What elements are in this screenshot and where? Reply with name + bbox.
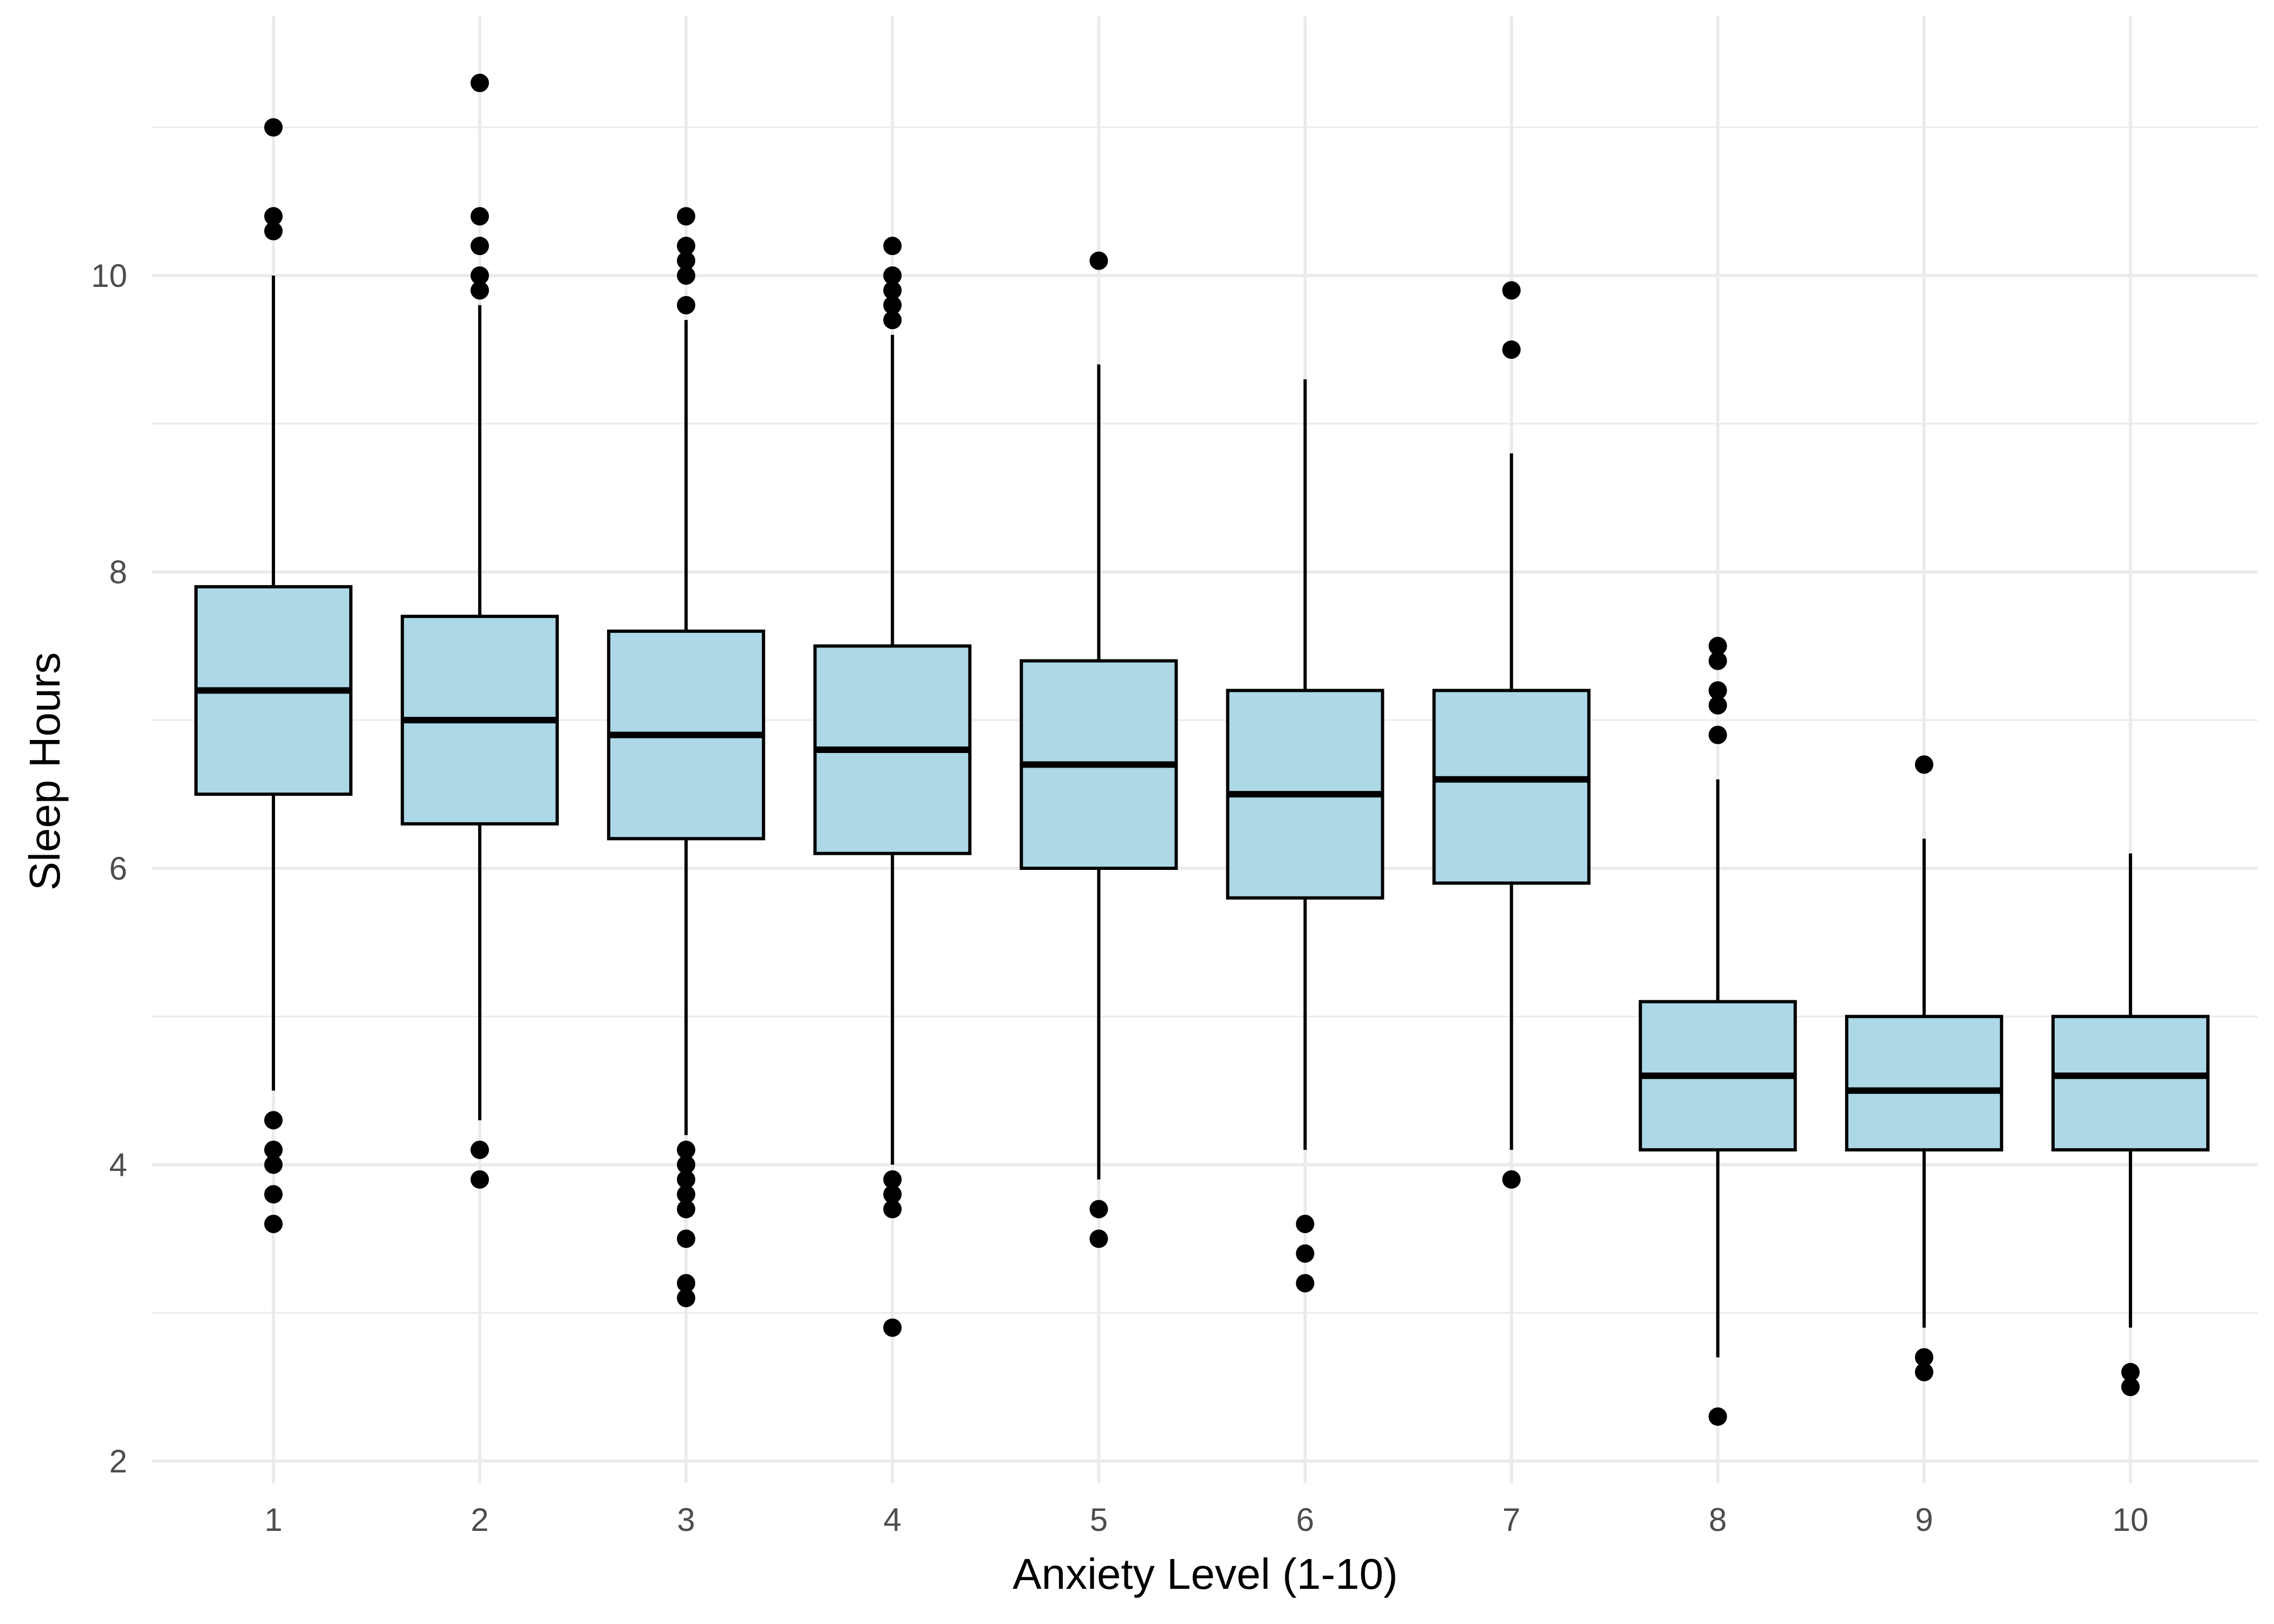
outlier-point — [1089, 1229, 1108, 1248]
box-iqr — [1432, 689, 1591, 885]
y-axis-title: Sleep Hours — [21, 652, 69, 890]
outlier-point — [677, 1200, 696, 1219]
box-group-10 — [2051, 853, 2210, 1397]
outlier-point — [1089, 1200, 1108, 1219]
outlier-point — [2121, 1378, 2140, 1397]
outlier-point — [677, 1170, 696, 1189]
x-tick-label: 7 — [1502, 1502, 1520, 1538]
outlier-point — [1296, 1274, 1315, 1293]
outlier-point — [264, 1141, 283, 1160]
outlier-point — [1502, 340, 1521, 359]
outlier-point — [471, 1141, 489, 1160]
outlier-point — [1296, 1214, 1315, 1233]
outlier-point — [883, 1318, 902, 1337]
x-tick-label: 8 — [1709, 1502, 1727, 1538]
outlier-point — [883, 266, 902, 285]
box-group-3 — [607, 207, 766, 1307]
outlier-point — [677, 266, 696, 285]
x-tick-label: 2 — [471, 1502, 488, 1538]
outlier-point — [1708, 725, 1727, 744]
outlier-point — [1296, 1244, 1315, 1263]
outlier-point — [264, 1185, 283, 1204]
box-iqr — [2051, 1014, 2210, 1152]
x-tick-label: 5 — [1090, 1502, 1108, 1538]
outlier-point — [677, 251, 696, 270]
outlier-point — [883, 1200, 902, 1219]
outlier-point — [264, 1155, 283, 1174]
outlier-point — [1502, 1170, 1521, 1189]
outlier-point — [677, 296, 696, 315]
outlier-point — [1708, 681, 1727, 700]
outlier-point — [677, 1229, 696, 1248]
outlier-point — [883, 281, 902, 300]
outlier-point — [1089, 251, 1108, 270]
outlier-point — [883, 296, 902, 315]
box-group-9 — [1845, 755, 2003, 1381]
outlier-point — [883, 237, 902, 256]
outlier-point — [264, 1214, 283, 1233]
outlier-point — [471, 237, 489, 256]
outlier-point — [677, 1288, 696, 1307]
outlier-point — [471, 1170, 489, 1189]
outlier-point — [471, 74, 489, 93]
box-group-2 — [401, 74, 559, 1189]
outlier-point — [264, 207, 283, 226]
y-tick-label: 6 — [109, 850, 127, 887]
outlier-point — [1914, 1348, 1933, 1367]
box-group-7 — [1432, 281, 1591, 1189]
outlier-point — [883, 1185, 902, 1204]
x-tick-label: 9 — [1915, 1502, 1933, 1538]
outlier-point — [1914, 1363, 1933, 1381]
box-group-8 — [1638, 637, 1797, 1426]
x-tick-label: 10 — [2113, 1502, 2149, 1538]
outlier-point — [471, 207, 489, 226]
outlier-point — [2121, 1363, 2140, 1381]
box-iqr — [1845, 1014, 2003, 1152]
box-group-6 — [1226, 379, 1384, 1293]
outlier-point — [677, 237, 696, 256]
outlier-point — [883, 311, 902, 330]
x-tick-label: 3 — [677, 1502, 695, 1538]
x-tick-label: 1 — [264, 1502, 282, 1538]
box-group-4 — [813, 237, 972, 1337]
outlier-point — [471, 266, 489, 285]
outlier-point — [471, 281, 489, 300]
x-tick-label: 6 — [1296, 1502, 1314, 1538]
outlier-point — [264, 221, 283, 240]
box-group-1 — [194, 118, 352, 1233]
outlier-point — [1502, 281, 1521, 300]
outlier-point — [1708, 637, 1727, 656]
x-tick-label: 4 — [884, 1502, 901, 1538]
outlier-point — [264, 1111, 283, 1130]
y-tick-label: 10 — [91, 258, 127, 294]
y-tick-label: 4 — [109, 1147, 127, 1183]
boxes — [194, 74, 2210, 1426]
outlier-point — [677, 1141, 696, 1160]
y-tick-label: 2 — [109, 1443, 127, 1479]
x-axis-title: Anxiety Level (1-10) — [1012, 1550, 1397, 1598]
outlier-point — [883, 1170, 902, 1189]
outlier-point — [264, 118, 283, 137]
outlier-point — [1914, 755, 1933, 774]
outlier-point — [1708, 1407, 1727, 1426]
y-tick-label: 8 — [109, 554, 127, 591]
outlier-point — [677, 207, 696, 226]
outlier-point — [1708, 696, 1727, 715]
outlier-point — [1708, 651, 1727, 670]
outlier-point — [677, 1274, 696, 1293]
outlier-point — [677, 1155, 696, 1174]
box-group-5 — [1020, 251, 1178, 1248]
outlier-point — [677, 1185, 696, 1204]
